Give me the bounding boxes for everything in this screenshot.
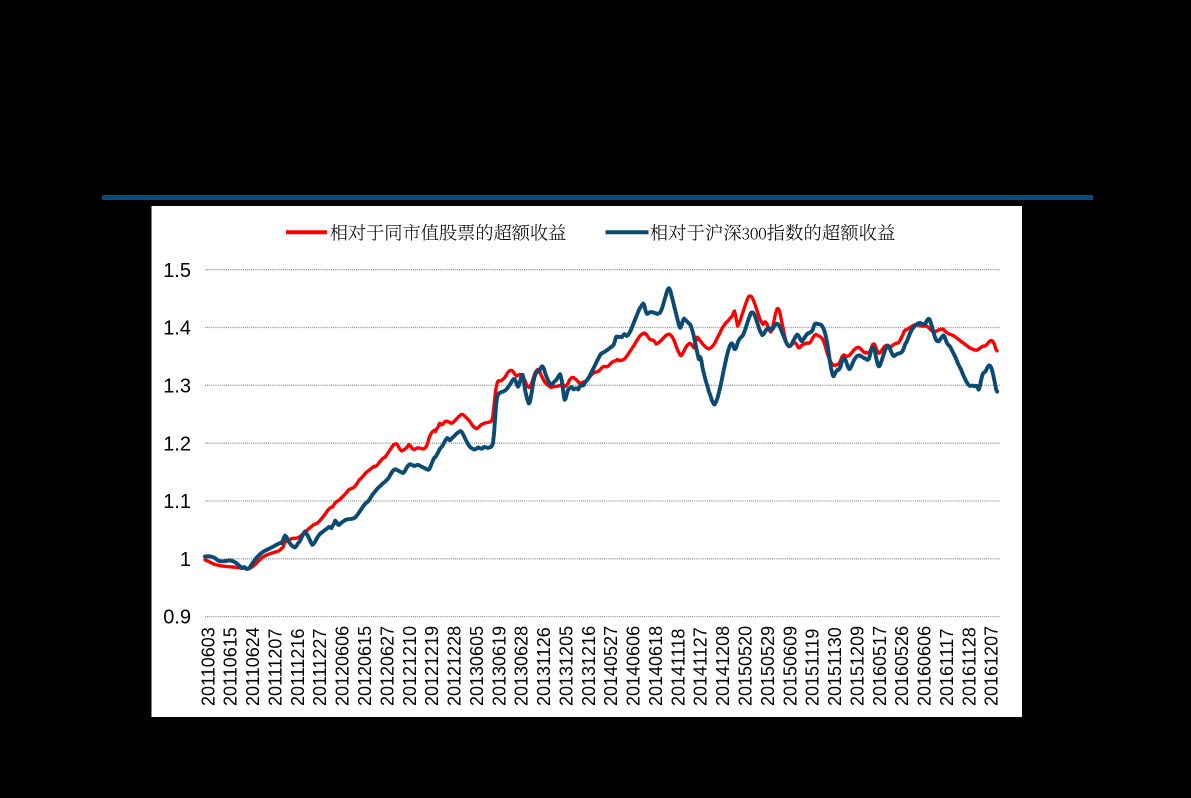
- svg-text:1.4: 1.4: [163, 318, 191, 340]
- svg-text:20161128: 20161128: [959, 627, 979, 706]
- svg-text:20110624: 20110624: [243, 627, 263, 706]
- svg-text:20120627: 20120627: [377, 626, 397, 706]
- svg-text:1.5: 1.5: [163, 260, 191, 282]
- svg-text:20141118: 20141118: [668, 629, 688, 706]
- svg-text:20130628: 20130628: [512, 626, 532, 706]
- svg-text:20151119: 20151119: [803, 629, 823, 706]
- svg-text:1.3: 1.3: [163, 375, 191, 397]
- svg-text:20150529: 20150529: [758, 626, 778, 706]
- svg-text:20121228: 20121228: [445, 626, 465, 706]
- svg-text:20131126: 20131126: [534, 627, 554, 706]
- svg-text:20121219: 20121219: [422, 626, 442, 706]
- svg-text:20151209: 20151209: [847, 626, 867, 706]
- svg-text:20131216: 20131216: [579, 626, 599, 706]
- svg-text:20111227: 20111227: [310, 629, 330, 706]
- svg-text:20141208: 20141208: [713, 626, 733, 706]
- svg-text:0.9: 0.9: [163, 607, 191, 629]
- svg-text:20150520: 20150520: [736, 626, 756, 706]
- svg-text:20111207: 20111207: [266, 629, 286, 706]
- svg-text:20121210: 20121210: [400, 626, 420, 706]
- svg-text:20160517: 20160517: [870, 626, 890, 706]
- svg-text:20130605: 20130605: [467, 626, 487, 706]
- svg-text:20130619: 20130619: [489, 626, 509, 706]
- svg-text:20131205: 20131205: [556, 626, 576, 706]
- svg-text:20160606: 20160606: [915, 626, 935, 706]
- svg-text:20111216: 20111216: [288, 629, 308, 706]
- svg-text:20141127: 20141127: [691, 627, 711, 706]
- svg-text:20140606: 20140606: [624, 626, 644, 706]
- svg-text:1.2: 1.2: [163, 433, 191, 455]
- svg-text:20140527: 20140527: [601, 626, 621, 706]
- svg-text:20161207: 20161207: [982, 626, 1002, 706]
- svg-text:20120615: 20120615: [355, 626, 375, 706]
- svg-text:20160526: 20160526: [892, 626, 912, 706]
- svg-text:20140618: 20140618: [646, 626, 666, 706]
- svg-text:20161117: 20161117: [937, 629, 957, 706]
- svg-text:20120606: 20120606: [333, 626, 353, 706]
- svg-text:1: 1: [180, 549, 191, 571]
- svg-text:1.1: 1.1: [163, 491, 191, 513]
- svg-text:20110615: 20110615: [221, 627, 241, 706]
- svg-text:20110603: 20110603: [198, 627, 218, 706]
- svg-text:20150609: 20150609: [780, 626, 800, 706]
- svg-text:20151130: 20151130: [825, 627, 845, 706]
